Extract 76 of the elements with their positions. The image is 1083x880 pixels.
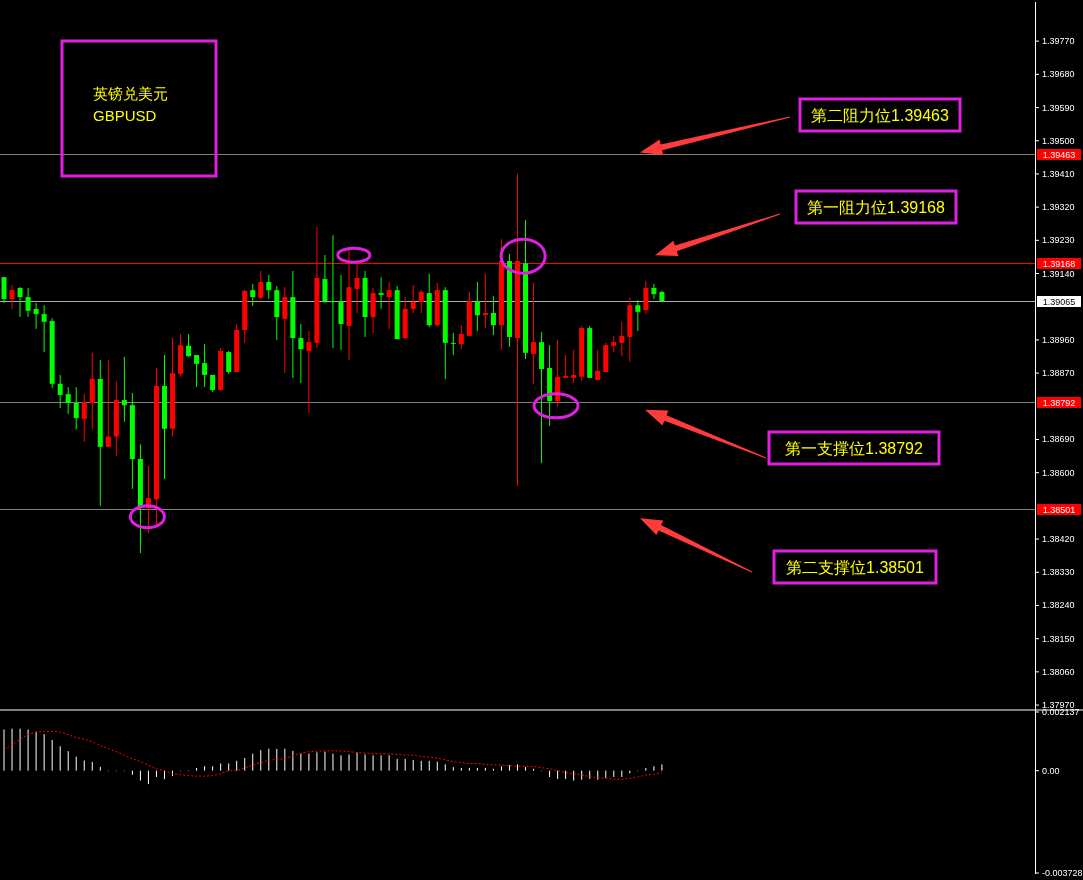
candlestick <box>306 330 312 414</box>
candlestick <box>25 287 31 318</box>
candlestick <box>338 274 344 351</box>
y-tick-label: 1.38960 <box>1042 334 1075 345</box>
candlestick <box>17 286 23 318</box>
text: 英镑兑美元 <box>93 85 168 102</box>
candlestick <box>226 350 232 375</box>
candlestick <box>635 299 641 332</box>
candlestick <box>266 274 272 300</box>
candlestick <box>65 386 71 415</box>
y-tick-label: 1.39230 <box>1042 235 1075 246</box>
y-tick-label: 0.002137 <box>1042 707 1080 717</box>
y-tick-label: 1.38870 <box>1042 368 1075 379</box>
ref-line-label: 1.39168 <box>1042 258 1076 269</box>
text: GBPUSD <box>93 107 157 124</box>
y-tick-label: -0.003728 <box>1042 868 1083 878</box>
candlestick <box>73 386 79 431</box>
y-tick-label: 1.39500 <box>1042 135 1075 146</box>
y-tick-label: 1.39410 <box>1042 168 1075 179</box>
candlestick <box>298 323 304 384</box>
candlestick <box>418 289 424 314</box>
candlestick <box>450 332 456 356</box>
annotation: 第一阻力位1.39168 <box>807 198 946 216</box>
candlestick <box>57 374 63 409</box>
y-tick-label: 1.39140 <box>1042 268 1075 279</box>
candlestick <box>563 354 569 379</box>
candlestick <box>194 354 200 388</box>
y-tick-label: 1.38150 <box>1042 633 1075 644</box>
candlestick <box>322 254 328 304</box>
ref-line-label: 1.39065 <box>1042 296 1076 307</box>
candlestick <box>258 270 264 300</box>
candlestick <box>282 286 288 374</box>
y-tick-label: 1.38420 <box>1042 534 1075 545</box>
candlestick <box>458 324 464 350</box>
candlestick <box>41 304 47 353</box>
y-tick-label: 1.38330 <box>1042 567 1075 578</box>
candlestick <box>250 283 256 307</box>
candlestick <box>595 349 601 381</box>
candlestick <box>643 280 649 315</box>
candlestick <box>105 359 111 448</box>
candlestick <box>330 234 336 349</box>
candlestick <box>651 283 657 300</box>
annotation: 第二支撑位1.38501 <box>786 558 925 576</box>
candlestick <box>89 352 95 430</box>
candlestick <box>619 321 625 357</box>
candlestick <box>9 284 15 310</box>
candlestick <box>531 282 537 385</box>
y-tick-label: 0.00 <box>1042 765 1060 776</box>
candlestick <box>33 302 39 330</box>
annotation: 第二阻力位1.39463 <box>811 106 950 124</box>
candlestick <box>482 273 488 329</box>
candlestick <box>474 281 480 332</box>
candlestick <box>410 284 416 314</box>
ref-line-label: 1.39463 <box>1042 149 1076 160</box>
y-tick-label: 1.39680 <box>1042 69 1075 80</box>
y-tick-label: 1.39770 <box>1042 36 1075 47</box>
line-series <box>3 730 663 780</box>
candlestick <box>1 276 7 304</box>
y-tick-label: 1.38690 <box>1042 434 1075 445</box>
candlestick <box>490 295 496 336</box>
candlestick <box>378 276 384 310</box>
candlestick <box>571 349 577 384</box>
ref-line-label: 1.38501 <box>1042 504 1076 515</box>
y-tick-label: 1.38060 <box>1042 666 1075 677</box>
y-tick-label: 1.38240 <box>1042 600 1075 611</box>
y-tick-label: 1.39590 <box>1042 102 1075 113</box>
candlestick <box>370 287 376 334</box>
y-tick-label: 1.39320 <box>1042 202 1075 213</box>
ref-line-label: 1.38792 <box>1042 397 1076 408</box>
candlestick <box>81 393 87 443</box>
annotation: 第一支撑位1.38792 <box>785 439 924 457</box>
candlestick <box>121 356 127 423</box>
y-tick-label: 1.38600 <box>1042 467 1075 478</box>
candlestick <box>186 333 192 358</box>
candlestick <box>386 281 392 330</box>
candlestick <box>202 343 208 388</box>
